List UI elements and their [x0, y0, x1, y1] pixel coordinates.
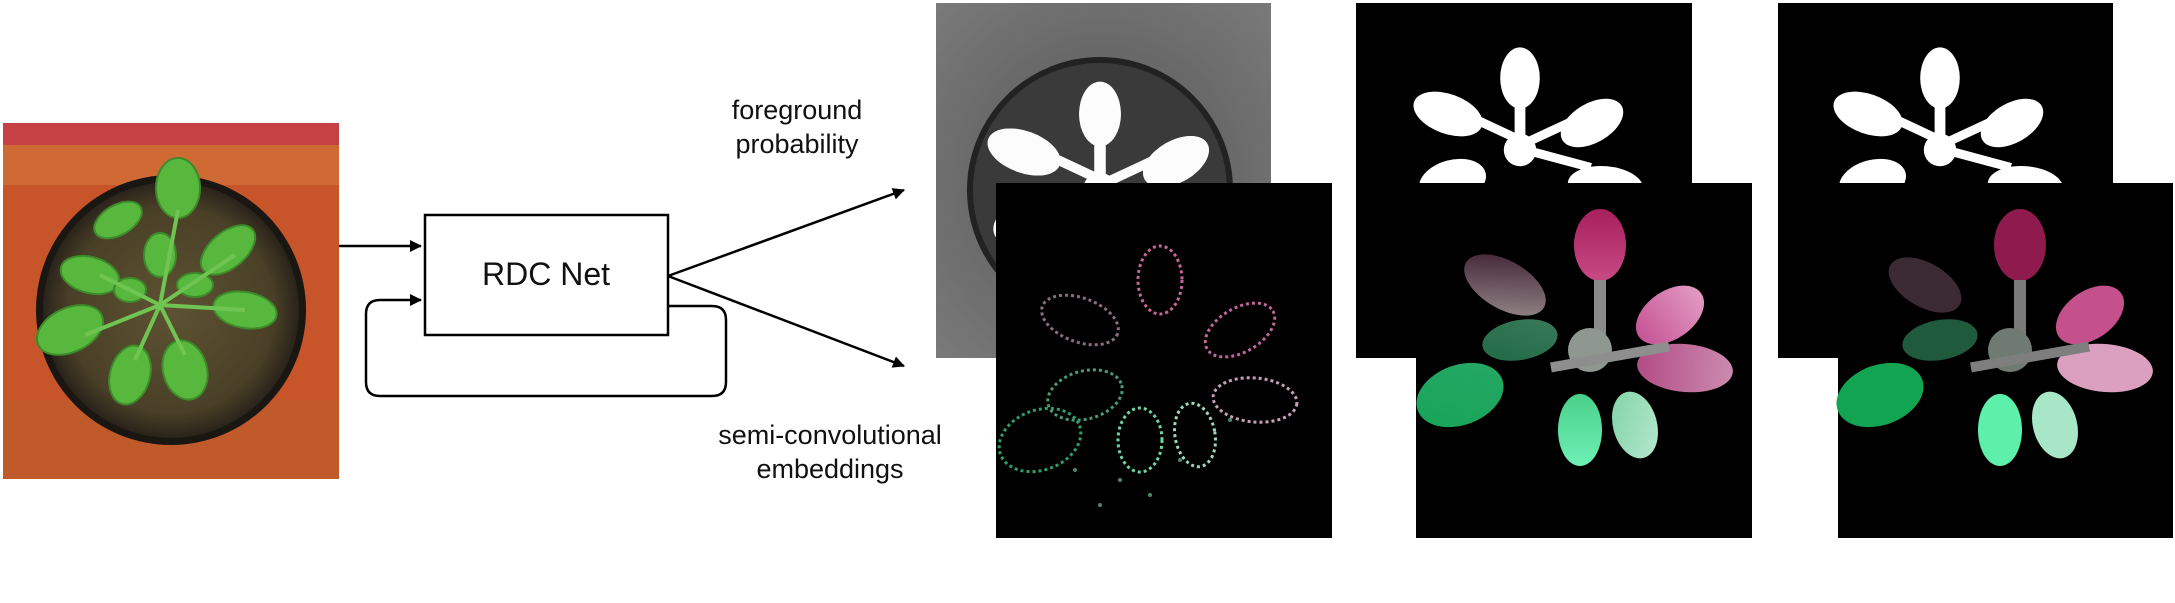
embedding-map-raw — [996, 183, 1332, 538]
rdc-net-label: RDC Net — [482, 256, 610, 292]
embedding-arrow — [667, 274, 905, 368]
embedding-map-refined-2 — [1836, 183, 2173, 538]
recurrent-loop-arrow — [364, 294, 728, 398]
foreground-arrow — [667, 188, 905, 278]
semi-convolutional-embeddings-label: semi-convolutional embeddings — [718, 420, 942, 484]
svg-text:foreground: foreground — [732, 95, 863, 125]
rdc-net-box: RDC Net — [423, 213, 670, 337]
embedding-map-refined-1 — [1416, 183, 1752, 538]
connector-arrows — [339, 188, 905, 398]
svg-text:embeddings: embeddings — [756, 454, 903, 484]
input-plant-photo — [3, 123, 339, 479]
foreground-probability-label: foreground probability — [732, 95, 863, 159]
svg-text:probability: probability — [735, 129, 859, 159]
svg-text:semi-convolutional: semi-convolutional — [718, 420, 942, 450]
